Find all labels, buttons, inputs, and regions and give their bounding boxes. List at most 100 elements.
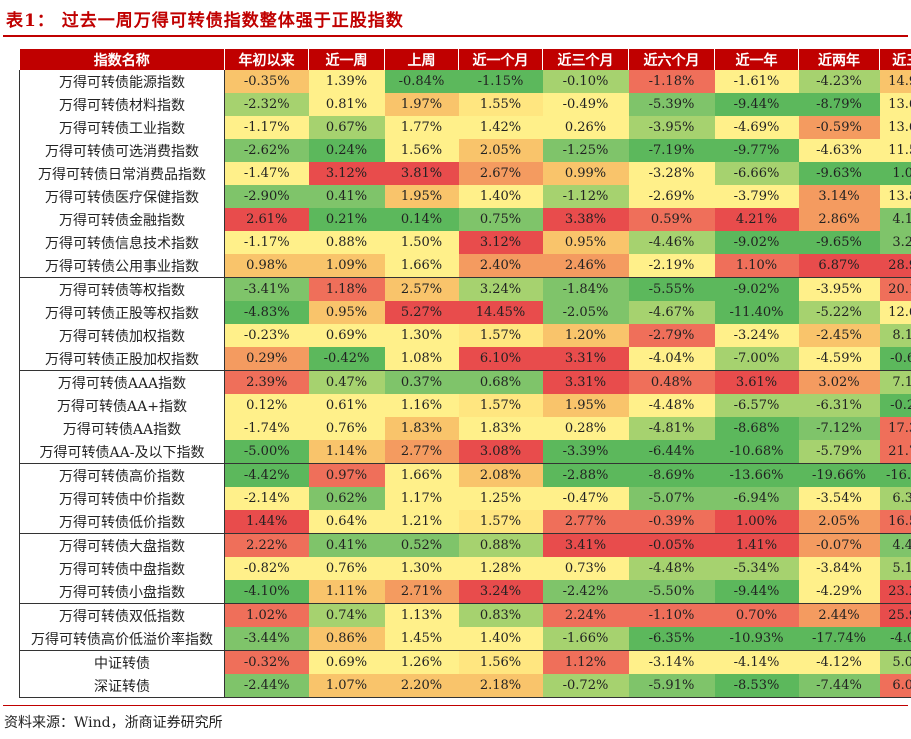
return-value-cell: -7.44%	[798, 674, 880, 698]
return-value-cell: -1.25%	[542, 139, 629, 162]
return-value-cell: -4.14%	[714, 650, 799, 674]
return-value-cell: 0.67%	[308, 116, 385, 139]
return-value-cell: 2.20%	[384, 674, 459, 698]
table-header-row: 指数名称年初以来近一周上周近一个月近三个月近六个月近一年近两年近三年	[19, 49, 911, 70]
return-value-cell: 13.62%	[879, 116, 911, 139]
return-value-cell: 2.57%	[384, 277, 459, 301]
return-value-cell: -3.79%	[714, 185, 799, 208]
return-value-cell: 0.81%	[308, 93, 385, 116]
index-name-cell: 万得可转债正股加权指数	[19, 347, 225, 371]
return-value-cell: 3.24%	[458, 580, 543, 604]
return-value-cell: 1.56%	[384, 139, 459, 162]
return-value-cell: -3.39%	[542, 440, 629, 464]
return-value-cell: -8.69%	[628, 463, 715, 487]
return-value-cell: -2.88%	[542, 463, 629, 487]
return-value-cell: -0.10%	[542, 70, 629, 93]
return-value-cell: 2.24%	[542, 603, 629, 627]
return-value-cell: -3.95%	[628, 116, 715, 139]
return-value-cell: -7.19%	[628, 139, 715, 162]
return-value-cell: 0.97%	[308, 463, 385, 487]
return-value-cell: 1.13%	[384, 603, 459, 627]
return-value-cell: 0.70%	[714, 603, 799, 627]
return-value-cell: 0.69%	[308, 650, 385, 674]
return-value-cell: 0.29%	[224, 347, 309, 371]
return-value-cell: 0.75%	[458, 208, 543, 231]
return-value-cell: -2.69%	[628, 185, 715, 208]
return-value-cell: -0.39%	[628, 510, 715, 534]
index-name-cell: 万得可转债小盘指数	[19, 580, 225, 604]
return-value-cell: -3.24%	[714, 324, 799, 347]
table-body: 万得可转债能源指数 -0.35% 1.39% -0.84% -1.15% -0.10% -1…	[19, 70, 911, 698]
return-value-cell: -10.68%	[714, 440, 799, 464]
return-value-cell: 2.39%	[224, 370, 309, 394]
return-value-cell: 0.99%	[542, 162, 629, 185]
index-name-cell: 万得可转债医疗保健指数	[19, 185, 225, 208]
return-value-cell: 1.95%	[384, 185, 459, 208]
return-value-cell: 0.26%	[542, 116, 629, 139]
return-value-cell: 16.55%	[879, 510, 911, 534]
return-value-cell: 5.04%	[879, 650, 911, 674]
table-row: 万得可转债等权指数 -3.41% 1.18% 2.57% 3.24% -1.84% -5.5…	[19, 277, 911, 301]
return-value-cell: 2.05%	[458, 139, 543, 162]
return-value-cell: 1.21%	[384, 510, 459, 534]
return-value-cell: 3.31%	[542, 370, 629, 394]
return-value-cell: 0.48%	[628, 370, 715, 394]
return-value-cell: 4.46%	[879, 533, 911, 557]
return-value-cell: 7.13%	[879, 370, 911, 394]
return-value-cell: 0.61%	[308, 394, 385, 417]
return-value-cell: -4.63%	[798, 139, 880, 162]
index-performance-table-container: 指数名称年初以来近一周上周近一个月近三个月近六个月近一年近两年近三年 万得可转债…	[19, 49, 911, 698]
table-row: 万得可转债日常消费品指数 -1.47% 3.12% 3.81% 2.67% 0.99% -3…	[19, 162, 911, 185]
table-row: 万得可转债正股加权指数 0.29% -0.42% 1.08% 6.10% 3.31% -4.…	[19, 347, 911, 371]
return-value-cell: -1.12%	[542, 185, 629, 208]
return-value-cell: -6.57%	[714, 394, 799, 417]
return-value-cell: 0.47%	[308, 370, 385, 394]
return-value-cell: -4.59%	[798, 347, 880, 371]
return-value-cell: 1.95%	[542, 394, 629, 417]
return-value-cell: 0.76%	[308, 417, 385, 440]
return-value-cell: 1.16%	[384, 394, 459, 417]
return-value-cell: 1.14%	[308, 440, 385, 464]
return-value-cell: 1.30%	[384, 324, 459, 347]
return-value-cell: -1.15%	[458, 70, 543, 93]
index-name-cell: 万得可转债能源指数	[19, 70, 225, 93]
return-value-cell: -2.42%	[542, 580, 629, 604]
return-value-cell: 1.00%	[714, 510, 799, 534]
return-value-cell: 3.08%	[458, 440, 543, 464]
column-header: 近六个月	[628, 49, 715, 70]
return-value-cell: -3.95%	[798, 277, 880, 301]
table-row: 万得可转债AA-及以下指数 -5.00% 1.14% 2.77% 3.08% -3.39%…	[19, 440, 911, 464]
return-value-cell: -0.27%	[879, 394, 911, 417]
return-value-cell: 0.64%	[308, 510, 385, 534]
return-value-cell: 2.22%	[224, 533, 309, 557]
return-value-cell: 1.83%	[458, 417, 543, 440]
return-value-cell: 5.27%	[384, 301, 459, 324]
return-value-cell: 25.95%	[879, 603, 911, 627]
return-value-cell: -4.67%	[628, 301, 715, 324]
index-name-cell: 万得可转债公用事业指数	[19, 254, 225, 278]
return-value-cell: 13.67%	[879, 93, 911, 116]
return-value-cell: 6.30%	[879, 487, 911, 510]
return-value-cell: -4.12%	[798, 650, 880, 674]
return-value-cell: -4.04%	[628, 347, 715, 371]
return-value-cell: 2.44%	[798, 603, 880, 627]
return-value-cell: -0.84%	[384, 70, 459, 93]
return-value-cell: 1.09%	[308, 254, 385, 278]
table-row: 万得可转债AAA指数 2.39% 0.47% 0.37% 0.68% 3.31% 0.48%…	[19, 370, 911, 394]
index-name-cell: 万得可转债材料指数	[19, 93, 225, 116]
return-value-cell: 14.45%	[458, 301, 543, 324]
return-value-cell: 1.50%	[384, 231, 459, 254]
return-value-cell: -4.29%	[798, 580, 880, 604]
return-value-cell: -4.48%	[628, 394, 715, 417]
return-value-cell: 1.02%	[224, 603, 309, 627]
table-row: 万得可转债正股等权指数 -4.83% 0.95% 5.27% 14.45% -2.05% -…	[19, 301, 911, 324]
return-value-cell: -8.79%	[798, 93, 880, 116]
return-value-cell: 0.98%	[224, 254, 309, 278]
return-value-cell: 1.57%	[458, 394, 543, 417]
return-value-cell: -9.44%	[714, 93, 799, 116]
return-value-cell: -6.94%	[714, 487, 799, 510]
return-value-cell: -1.66%	[542, 627, 629, 651]
return-value-cell: 0.12%	[224, 394, 309, 417]
return-value-cell: 0.59%	[628, 208, 715, 231]
return-value-cell: -10.93%	[714, 627, 799, 651]
